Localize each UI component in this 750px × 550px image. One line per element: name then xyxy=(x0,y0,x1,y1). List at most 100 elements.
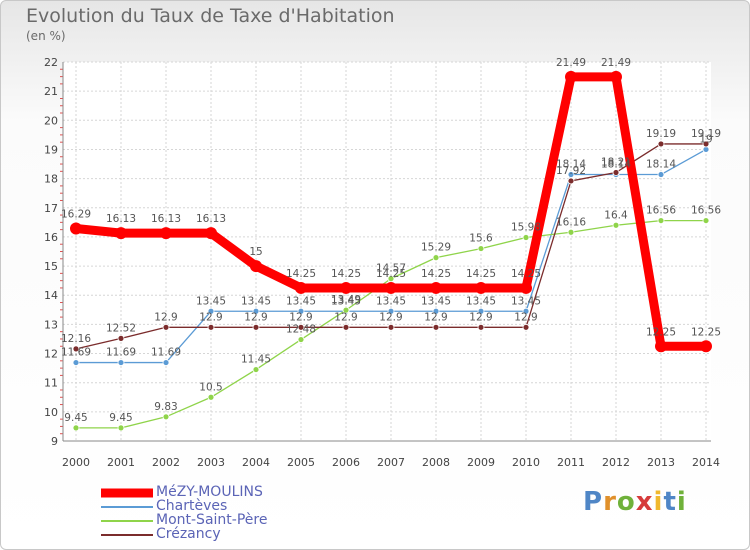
data-label: 18.21 xyxy=(601,156,631,168)
data-label: 21.49 xyxy=(556,57,586,69)
data-label: 12.9 xyxy=(289,311,312,323)
data-label: 15.29 xyxy=(421,242,451,254)
y-tick-label: 17 xyxy=(44,202,58,215)
series-point-3 xyxy=(657,140,665,148)
data-label: 13.49 xyxy=(331,294,361,306)
data-label: 12.25 xyxy=(691,326,721,338)
series-point-1 xyxy=(477,307,485,315)
data-label: 16.13 xyxy=(196,213,226,225)
logo-letter: r xyxy=(603,487,617,517)
y-tick-label: 11 xyxy=(44,377,58,390)
data-label: 12.9 xyxy=(154,311,177,323)
data-label: 17.92 xyxy=(556,165,586,177)
x-tick-label: 2000 xyxy=(62,456,90,469)
x-tick-label: 2010 xyxy=(512,456,540,469)
x-tick-label: 2011 xyxy=(557,456,585,469)
y-tick-label: 21 xyxy=(44,85,58,98)
data-label: 14.25 xyxy=(466,268,496,280)
data-label: 13.45 xyxy=(286,295,316,307)
series-point-0 xyxy=(520,281,532,294)
series-point-2 xyxy=(432,254,440,262)
series-point-0 xyxy=(430,281,442,294)
series-point-1 xyxy=(567,171,575,178)
data-label: 16.16 xyxy=(556,216,586,228)
series-point-1 xyxy=(522,307,530,315)
data-label: 16.56 xyxy=(691,205,721,217)
data-label: 14.25 xyxy=(331,268,361,280)
data-label: 16.29 xyxy=(61,208,91,220)
data-label: 15 xyxy=(249,246,262,258)
data-label: 11.69 xyxy=(106,347,136,359)
y-tick-label: 19 xyxy=(44,143,58,156)
data-label: 14.57 xyxy=(376,263,406,275)
data-label: 11.69 xyxy=(151,347,181,359)
logo-letter: x xyxy=(635,487,654,517)
series-point-2 xyxy=(612,221,620,229)
data-label: 13.45 xyxy=(421,295,451,307)
data-label: 10.5 xyxy=(199,381,222,393)
series-point-1 xyxy=(252,307,260,315)
series-point-1 xyxy=(162,359,170,366)
data-label: 12.16 xyxy=(61,333,91,345)
chart-title: Evolution du Taux de Taxe d'Habitation xyxy=(26,5,395,27)
series-point-0 xyxy=(475,281,487,294)
series-point-3 xyxy=(162,323,170,331)
data-label: 14.25 xyxy=(421,268,451,280)
y-tick-label: 9 xyxy=(51,435,58,448)
data-label: 16.4 xyxy=(604,209,628,221)
series-point-1 xyxy=(702,146,710,153)
series-point-0 xyxy=(565,70,577,83)
data-label: 14.25 xyxy=(511,268,541,280)
series-point-2 xyxy=(702,217,710,224)
series-point-3 xyxy=(567,177,575,185)
x-tick-label: 2003 xyxy=(197,456,225,469)
y-tick-label: 14 xyxy=(44,289,58,302)
x-tick-label: 2012 xyxy=(602,456,630,469)
chart-unit: (en %) xyxy=(26,29,66,43)
data-label: 18.14 xyxy=(556,159,586,171)
series-point-3 xyxy=(522,323,530,331)
series-point-1 xyxy=(657,171,665,178)
data-label: 19 xyxy=(699,133,712,145)
series-point-2 xyxy=(162,413,170,421)
data-label: 13.45 xyxy=(196,295,226,307)
data-label: 13.45 xyxy=(241,295,271,307)
data-label: 13.45 xyxy=(466,295,496,307)
data-label: 12.48 xyxy=(286,324,316,336)
logo-letter: i xyxy=(653,487,664,517)
series-point-2 xyxy=(297,336,305,343)
series-point-3 xyxy=(252,323,260,331)
x-tick-label: 2013 xyxy=(647,456,675,469)
legend-swatch xyxy=(101,534,153,536)
series-point-2 xyxy=(522,234,530,241)
series-point-0 xyxy=(610,70,622,83)
legend-label: Crézancy xyxy=(156,526,221,542)
data-label: 11.45 xyxy=(241,354,271,366)
series-point-1 xyxy=(72,359,80,366)
series-point-2 xyxy=(72,424,80,432)
series-point-0 xyxy=(205,227,217,240)
series-point-0 xyxy=(655,340,667,353)
series-point-0 xyxy=(160,227,172,240)
data-label: 15.98 xyxy=(511,222,541,234)
proxiti-logo: Proxiti xyxy=(583,487,687,517)
y-tick-label: 22 xyxy=(44,56,58,69)
data-label: 16.56 xyxy=(646,205,676,217)
data-label: 14.25 xyxy=(376,268,406,280)
data-label: 16.13 xyxy=(106,213,136,225)
series-point-0 xyxy=(295,281,307,294)
series-point-2 xyxy=(342,306,350,314)
data-label: 12.9 xyxy=(244,311,267,323)
data-label: 18.14 xyxy=(601,159,631,171)
series-point-0 xyxy=(385,281,397,294)
legend-label: Mont-Saint-Père xyxy=(156,512,268,528)
series-point-1 xyxy=(297,307,305,315)
series-point-1 xyxy=(207,307,215,315)
data-label: 13.45 xyxy=(376,295,406,307)
logo-letter: P xyxy=(583,487,604,517)
y-tick-label: 18 xyxy=(44,173,58,186)
data-label: 19.19 xyxy=(691,128,721,140)
data-label: 12.9 xyxy=(334,311,357,323)
series-point-3 xyxy=(477,323,485,331)
